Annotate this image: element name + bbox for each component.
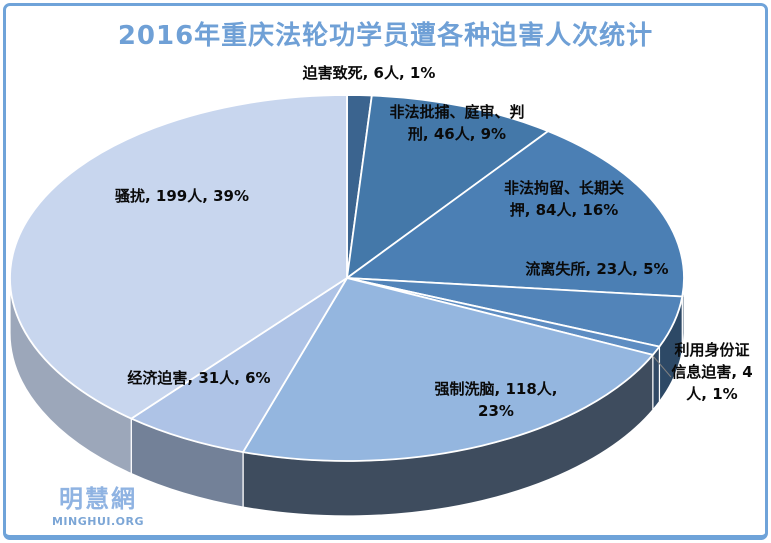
minghui-logo-cjk: 明慧網	[59, 485, 137, 513]
minghui-logo-latin: MINGHUI.ORG	[51, 515, 145, 528]
pie-label-detention: 非法拘留、长期关 押, 84人, 16%	[503, 179, 624, 219]
pie-wall-id-card-info	[652, 345, 661, 411]
pie-slice-detention	[346, 130, 685, 298]
leader-line-id-card-info	[652, 355, 672, 378]
pie-slice-brainwashing	[242, 277, 654, 462]
minghui-watermark: 明慧網 MINGHUI.ORG	[48, 479, 148, 528]
pie-label-displacement: 流离失所, 23人, 5%	[525, 260, 669, 278]
chart-title: 2016年重庆法轮功学员遭各种迫害人次统计	[117, 21, 654, 51]
pie-slice-economic	[130, 277, 348, 453]
pie-slice-arrest-trial-sentence	[346, 94, 549, 279]
pie-label-brainwashing: 强制洗脑, 118人, 23%	[434, 380, 558, 420]
pie-label-death: 迫害致死, 6人, 1%	[302, 64, 436, 82]
pie-slice-harassment	[9, 94, 348, 420]
pie-label-harassment: 骚扰, 199人, 39%	[114, 187, 250, 205]
pie-label-arrest-trial-sentence: 非法批捕、庭审、判 刑, 46人, 9%	[389, 103, 525, 143]
pie-label-economic: 经济迫害, 31人, 6%	[127, 369, 271, 387]
pie-label-id-card-info: 利用身份证 信息迫害, 4 人, 1%	[671, 341, 753, 403]
